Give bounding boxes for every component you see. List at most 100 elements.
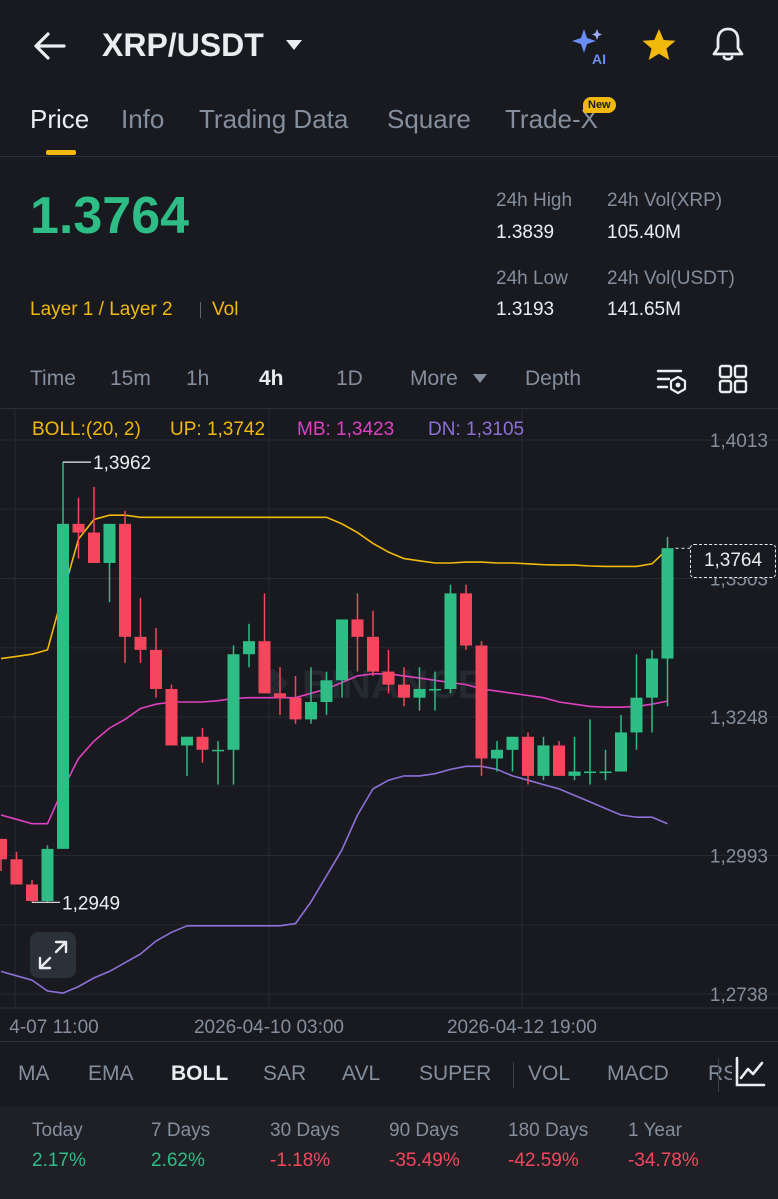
category-separator xyxy=(200,302,201,318)
interval-4h[interactable]: 4h xyxy=(259,367,284,390)
candle-body xyxy=(367,636,379,672)
candle-body xyxy=(10,859,23,885)
candle-body xyxy=(196,736,209,750)
candle-body xyxy=(181,736,193,746)
candle-body xyxy=(119,523,131,637)
candle-body xyxy=(134,636,147,650)
high-price-label: 1,3962 xyxy=(93,453,151,474)
candle-body xyxy=(444,593,457,689)
candle-body xyxy=(351,619,364,637)
interval-time[interactable]: Time xyxy=(30,367,76,390)
candle-body xyxy=(274,693,286,698)
perf-90d-value: -35.49% xyxy=(389,1150,460,1171)
candlestick-chart[interactable]: ❖ BINANCE 1,40131,35031,32481,29931,2738… xyxy=(0,410,778,1040)
chart-top-divider xyxy=(0,408,778,409)
interval-1d[interactable]: 1D xyxy=(336,367,363,390)
depth-tab[interactable]: Depth xyxy=(525,367,582,390)
stat-24h-low-label: 24h Low xyxy=(496,268,568,289)
perf-30d-label: 30 Days xyxy=(270,1120,340,1141)
x-tick-label: 2026-04-12 19:00 xyxy=(447,1017,597,1038)
active-tab-indicator xyxy=(46,150,76,155)
candle-body xyxy=(88,532,100,563)
candle-body xyxy=(506,736,519,750)
boll-upper-band xyxy=(0,514,669,660)
grid-layout-icon[interactable] xyxy=(716,362,750,396)
notification-bell-icon[interactable] xyxy=(708,24,748,64)
indicator-ma[interactable]: MA xyxy=(18,1062,50,1085)
candle-body xyxy=(305,702,317,720)
boll-lower-band xyxy=(0,765,668,994)
candle-body xyxy=(289,697,302,720)
perf-30d-value: -1.18% xyxy=(270,1150,331,1171)
interval-1h[interactable]: 1h xyxy=(186,367,210,390)
stat-24h-high-value: 1.3839 xyxy=(496,222,555,243)
candle-body xyxy=(429,688,441,691)
tab-trading-data[interactable]: Trading Data xyxy=(199,104,349,134)
candle-body xyxy=(382,671,395,685)
indicator-avl[interactable]: AVL xyxy=(342,1062,381,1085)
performance-panel xyxy=(0,1106,778,1199)
tab-price[interactable]: Price xyxy=(30,104,90,134)
perf-today-label: Today xyxy=(32,1120,83,1141)
candle-body xyxy=(165,688,178,746)
candle-body xyxy=(460,593,472,646)
candle-body xyxy=(599,771,612,774)
favorite-star-icon[interactable] xyxy=(640,27,678,63)
candle-body xyxy=(522,736,534,776)
perf-180d-value: -42.59% xyxy=(508,1150,579,1171)
chart-settings-icon[interactable] xyxy=(655,364,689,398)
y-tick-label: 1,2738 xyxy=(710,985,768,1006)
candle-body xyxy=(568,771,581,776)
indicator-settings-separator xyxy=(718,1058,719,1092)
candle-body xyxy=(72,523,85,533)
perf-7d-label: 7 Days xyxy=(151,1120,211,1141)
y-tick-label: 1,2993 xyxy=(710,847,768,868)
tab-info[interactable]: Info xyxy=(121,104,165,134)
candle-body xyxy=(0,838,7,860)
stat-24h-vol-xrp-value: 105.40M xyxy=(607,222,681,243)
candle-body xyxy=(26,884,38,902)
boll-params: BOLL:(20, 2) xyxy=(32,419,141,440)
x-tick-label: 2026-04-10 03:00 xyxy=(194,1017,344,1038)
candle-body xyxy=(475,645,488,759)
perf-90d-label: 90 Days xyxy=(389,1120,459,1141)
indicator-separator xyxy=(513,1062,514,1088)
candle-body xyxy=(41,848,54,902)
low-price-label: 1,2949 xyxy=(62,893,120,914)
expand-chart-button[interactable] xyxy=(30,932,76,978)
tab-square[interactable]: Square xyxy=(387,104,471,134)
indicator-ema[interactable]: EMA xyxy=(88,1062,134,1085)
interval-more[interactable]: More xyxy=(410,367,458,390)
x-tick-label: 4-07 11:00 xyxy=(9,1017,98,1038)
back-arrow-icon[interactable] xyxy=(30,28,70,64)
ai-sparkle-icon[interactable]: AI xyxy=(570,26,612,67)
candle-body xyxy=(57,523,69,849)
indicator-settings-button[interactable] xyxy=(732,1054,768,1090)
indicator-top-divider xyxy=(0,1041,778,1042)
perf-today-value: 2.17% xyxy=(32,1150,86,1171)
candle-body xyxy=(243,641,255,655)
candle-body xyxy=(630,697,643,733)
indicator-sar[interactable]: SAR xyxy=(263,1062,307,1085)
candle-body xyxy=(584,771,596,774)
candle-body xyxy=(537,745,550,776)
candle-body xyxy=(491,749,503,759)
category-tag[interactable]: Layer 1 / Layer 2 xyxy=(30,299,173,320)
tab-trade-x[interactable]: Trade-X xyxy=(505,104,598,134)
boll-dn-value: DN: 1,3105 xyxy=(428,419,525,440)
interval-15m[interactable]: 15m xyxy=(110,367,151,390)
indicator-super[interactable]: SUPER xyxy=(419,1062,492,1085)
indicator-macd[interactable]: MACD xyxy=(607,1062,669,1085)
y-tick-label: 1,4013 xyxy=(710,431,768,452)
indicator-vol[interactable]: VOL xyxy=(528,1062,571,1085)
ai-badge-text: AI xyxy=(592,51,606,66)
new-badge: New xyxy=(583,97,616,113)
trading-pair-selector[interactable]: XRP/USDT xyxy=(102,27,264,63)
more-caret-icon[interactable] xyxy=(473,374,487,383)
pair-dropdown-caret-icon[interactable] xyxy=(286,40,302,50)
indicator-boll[interactable]: BOLL xyxy=(171,1062,229,1085)
boll-middle-band xyxy=(0,673,668,825)
stat-24h-high-label: 24h High xyxy=(496,190,573,211)
vol-tag[interactable]: Vol xyxy=(212,299,239,320)
candle-body xyxy=(258,641,271,694)
